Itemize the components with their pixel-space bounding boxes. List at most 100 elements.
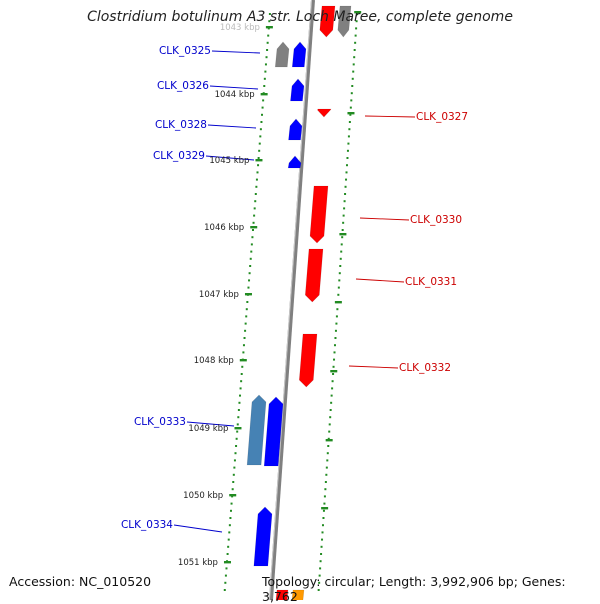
ruler-dot bbox=[344, 193, 347, 195]
feature-clk-0333-light-outline bbox=[246, 394, 267, 466]
gene-label-clk-0334[interactable]: CLK_0334 bbox=[121, 519, 173, 531]
ruler-dot bbox=[338, 272, 341, 275]
ruler-dot bbox=[264, 70, 267, 73]
ruler-major-tick bbox=[255, 159, 263, 162]
ruler-dot bbox=[343, 200, 346, 203]
ruler-dot bbox=[239, 387, 242, 390]
feature-top-other[interactable] bbox=[337, 6, 351, 37]
feature-clk-0327[interactable] bbox=[317, 109, 331, 117]
feature-top-other-outline bbox=[337, 5, 352, 38]
ruler-dot bbox=[338, 279, 341, 282]
ruler-dot bbox=[335, 315, 338, 318]
backbone-line bbox=[269, 0, 315, 601]
ruler-dot bbox=[258, 149, 261, 152]
feature-clk-0327-outline bbox=[317, 108, 332, 118]
leader-line bbox=[359, 217, 410, 221]
ruler-dot bbox=[329, 409, 332, 411]
gene-label-clk-0330[interactable]: CLK_0330 bbox=[410, 214, 462, 226]
ruler-dot bbox=[229, 517, 232, 519]
ruler-dot bbox=[349, 106, 352, 109]
ruler-dot bbox=[323, 495, 326, 498]
ruler-dot bbox=[246, 301, 249, 303]
ruler-dot bbox=[240, 373, 243, 375]
ruler-dot bbox=[233, 466, 236, 469]
ruler-major-tick bbox=[325, 439, 333, 442]
gene-label-clk-0331[interactable]: CLK_0331 bbox=[405, 276, 457, 288]
accession-text: Accession: NC_010520 bbox=[9, 574, 152, 589]
ruler-dot bbox=[232, 473, 235, 476]
ruler-dot bbox=[255, 178, 258, 181]
feature-clk-0331[interactable] bbox=[305, 249, 323, 302]
gene-label-clk-0329[interactable]: CLK_0329 bbox=[153, 150, 205, 162]
ruler-dot bbox=[247, 286, 250, 289]
leader-line bbox=[186, 421, 235, 427]
ruler-dot bbox=[236, 423, 239, 426]
leader-line bbox=[207, 124, 257, 129]
feature-clk-0325[interactable] bbox=[292, 42, 306, 67]
ruler-dot bbox=[268, 13, 271, 15]
ruler-dot bbox=[258, 142, 261, 145]
ruler-dot bbox=[234, 452, 237, 455]
feature-clk-0333[interactable] bbox=[264, 397, 283, 466]
ruler-dot bbox=[354, 34, 357, 37]
ruler-dot bbox=[341, 229, 344, 231]
leader-line bbox=[355, 278, 405, 283]
feature-clk-0325-other[interactable] bbox=[275, 42, 289, 67]
ruler-dot bbox=[334, 329, 337, 332]
ruler-dot bbox=[325, 473, 328, 476]
leader-line bbox=[364, 115, 416, 118]
ruler-dot bbox=[263, 85, 266, 87]
ruler-label: 1049 kbp bbox=[188, 424, 228, 434]
gene-label-clk-0327[interactable]: CLK_0327 bbox=[416, 111, 468, 123]
ruler-dot bbox=[347, 142, 350, 145]
ruler-dot bbox=[330, 401, 333, 404]
ruler-dot bbox=[257, 157, 260, 159]
ruler-major-tick bbox=[265, 26, 273, 29]
ruler-dot bbox=[250, 243, 253, 246]
ruler-dot bbox=[237, 409, 240, 411]
ruler-dot bbox=[340, 243, 343, 246]
ruler-dot bbox=[224, 574, 227, 577]
ruler-dot bbox=[321, 524, 324, 527]
ruler-dot bbox=[233, 459, 236, 462]
ruler-dot bbox=[345, 171, 348, 174]
feature-clk-0332[interactable] bbox=[299, 334, 317, 387]
gene-label-clk-0325[interactable]: CLK_0325 bbox=[159, 45, 211, 57]
ruler-dot bbox=[345, 178, 348, 181]
gene-label-clk-0332[interactable]: CLK_0332 bbox=[399, 362, 451, 374]
feature-clk-0334[interactable] bbox=[253, 507, 272, 566]
ruler-dot bbox=[348, 128, 351, 131]
ruler-dot bbox=[352, 63, 355, 66]
ruler-dot bbox=[339, 257, 342, 260]
ruler-dot bbox=[254, 193, 257, 195]
ruler-dot bbox=[326, 459, 329, 462]
ruler-dot bbox=[333, 351, 336, 354]
ruler-dot bbox=[255, 185, 258, 188]
ruler-dot bbox=[344, 185, 347, 188]
ruler-dot bbox=[354, 41, 357, 44]
ruler-dot bbox=[264, 63, 267, 66]
feature-clk-0328[interactable] bbox=[288, 119, 302, 140]
ruler-dot bbox=[336, 308, 339, 311]
ruler-dot bbox=[260, 121, 263, 123]
feature-top-forward[interactable] bbox=[319, 6, 335, 37]
ruler-dot bbox=[248, 279, 251, 282]
ruler-dot bbox=[322, 517, 325, 519]
feature-clk-0330[interactable] bbox=[310, 186, 328, 243]
feature-clk-0329[interactable] bbox=[288, 156, 301, 168]
ruler-dot bbox=[263, 77, 266, 80]
ruler-dot bbox=[245, 308, 248, 311]
ruler-label: 1045 kbp bbox=[209, 156, 249, 166]
gene-label-clk-0333[interactable]: CLK_0333 bbox=[134, 416, 186, 428]
gene-label-clk-0328[interactable]: CLK_0328 bbox=[155, 119, 207, 131]
ruler-major-tick bbox=[239, 359, 247, 362]
feature-clk-0326[interactable] bbox=[290, 79, 304, 101]
ruler-dot bbox=[346, 149, 349, 152]
gene-label-clk-0326[interactable]: CLK_0326 bbox=[157, 80, 209, 92]
ruler-dot bbox=[229, 509, 232, 512]
feature-clk-0333-light[interactable] bbox=[247, 395, 266, 465]
feature-clk-0325-outline bbox=[291, 41, 307, 68]
ruler-dot bbox=[319, 560, 322, 563]
inner-ruler-dots bbox=[223, 13, 273, 591]
ruler-dot bbox=[242, 351, 245, 354]
